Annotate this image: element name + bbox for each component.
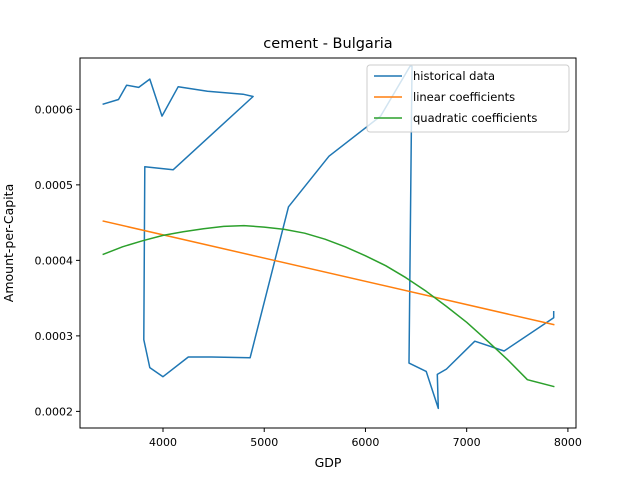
series-line-quadratic-coefficients: [102, 224, 555, 388]
plot-frame: [79, 57, 577, 429]
series-layer: [102, 65, 555, 410]
y-axis-label: Amount-per-Capita: [1, 184, 16, 302]
plot-area: [79, 57, 577, 429]
y-tick-label: 0.0002: [35, 405, 74, 418]
chart-title: cement - Bulgaria: [263, 36, 392, 52]
legend: historical data linear coefficients quadra…: [366, 64, 570, 133]
x-axis-label: GDP: [315, 455, 342, 470]
y-tick-label: 0.0005: [35, 179, 74, 192]
y-tick-label: 0.0004: [35, 254, 74, 267]
x-tick-label: 5000: [250, 436, 278, 449]
x-axis: 4000 5000 6000 7000 8000: [149, 428, 582, 449]
legend-box: [366, 64, 570, 133]
legend-label-linear-coefficients: linear coefficients: [413, 90, 515, 104]
y-tick-label: 0.0006: [35, 103, 74, 116]
x-tick-label: 8000: [554, 436, 582, 449]
x-tick-label: 4000: [149, 436, 177, 449]
legend-label-quadratic-coefficients: quadratic coefficients: [413, 111, 537, 125]
x-tick-label: 7000: [453, 436, 481, 449]
y-tick-label: 0.0003: [35, 330, 74, 343]
series-line-linear-coefficients: [102, 220, 555, 326]
series-line-historical-data: [102, 65, 555, 410]
y-axis: 0.0002 0.0003 0.0004 0.0005 0.0006: [35, 103, 80, 418]
x-tick-label: 6000: [351, 436, 379, 449]
legend-label-historical-data: historical data: [413, 69, 495, 83]
